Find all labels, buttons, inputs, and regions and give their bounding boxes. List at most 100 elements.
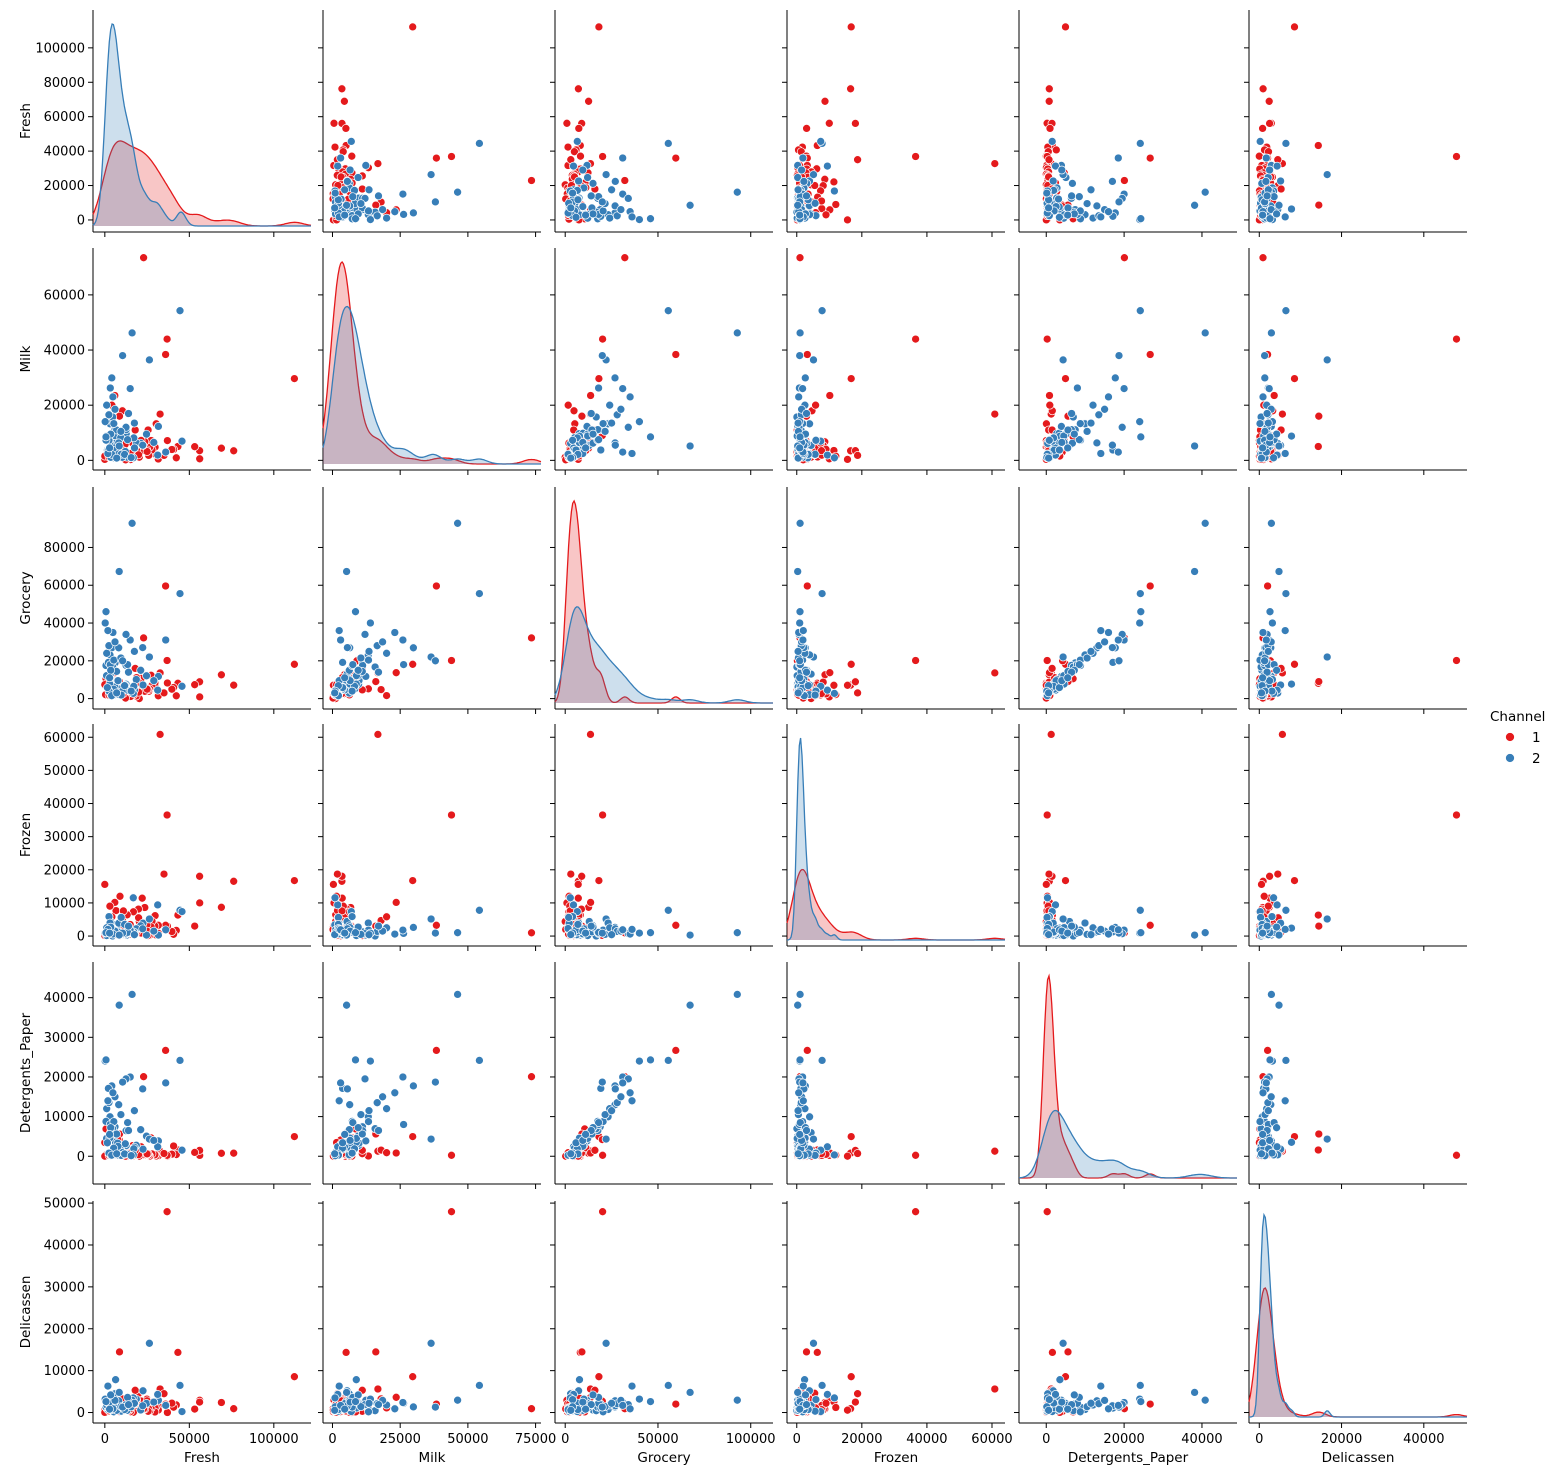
point-channel-2	[811, 1395, 821, 1404]
point-channel-2	[382, 648, 391, 658]
point-channel-1	[371, 677, 381, 686]
point-channel-2	[426, 1338, 436, 1348]
x-tick-label: 0	[328, 1432, 336, 1447]
point-channel-1	[1061, 374, 1070, 383]
y-tick-label: 40000	[44, 991, 85, 1006]
point-channel-1	[341, 124, 351, 133]
point-channel-2	[586, 191, 596, 201]
point-channel-2	[356, 653, 366, 663]
y-tick-label: 60000	[44, 579, 85, 594]
panel-Milk-vs-Frozen	[782, 248, 1005, 475]
point-channel-2	[353, 1123, 363, 1133]
point-channel-2	[364, 206, 373, 216]
panel-Milk-vs-Grocery	[550, 248, 773, 475]
point-channel-2	[799, 177, 809, 186]
point-channel-2	[1266, 1092, 1276, 1102]
y-axis-label: Fresh	[18, 103, 34, 139]
point-channel-2	[177, 907, 187, 916]
point-channel-2	[138, 1084, 148, 1094]
panel-Delicassen-vs-Milk: 0 25000 50000 75000 Milk	[318, 1201, 556, 1466]
point-channel-1	[1314, 921, 1324, 931]
point-channel-2	[120, 1139, 130, 1149]
point-channel-2	[663, 905, 673, 915]
point-channel-2	[153, 685, 163, 695]
point-channel-1	[1452, 810, 1461, 820]
point-channel-2	[120, 681, 129, 691]
point-channel-2	[112, 688, 122, 698]
point-channel-2	[145, 914, 154, 924]
point-channel-2	[625, 1404, 635, 1414]
point-channel-2	[627, 1381, 637, 1391]
point-channel-2	[1258, 673, 1267, 683]
point-channel-2	[475, 1056, 484, 1065]
point-channel-1	[1045, 400, 1055, 410]
point-channel-2	[136, 665, 146, 675]
point-channel-2	[635, 928, 644, 938]
y-tick-label: 30000	[44, 830, 85, 845]
point-channel-1	[139, 253, 148, 263]
pairplot-grid: 020000400006000080000100000Fresh02000040…	[18, 10, 1468, 1466]
point-channel-1	[1290, 374, 1299, 383]
point-channel-2	[1113, 447, 1123, 457]
point-channel-1	[1145, 350, 1155, 359]
point-channel-1	[527, 1404, 536, 1414]
point-channel-2	[1322, 170, 1332, 179]
point-channel-2	[161, 447, 171, 457]
point-channel-2	[1063, 203, 1073, 213]
point-channel-2	[793, 1149, 803, 1159]
point-channel-1	[169, 1141, 178, 1151]
point-channel-2	[663, 306, 673, 316]
point-channel-2	[336, 1078, 345, 1088]
point-channel-2	[1265, 214, 1275, 224]
point-channel-2	[597, 351, 607, 360]
point-channel-2	[1258, 628, 1268, 637]
point-channel-2	[334, 1381, 344, 1391]
point-channel-2	[1096, 626, 1106, 635]
point-channel-1	[573, 893, 583, 903]
point-channel-2	[793, 688, 803, 698]
point-channel-2	[1262, 409, 1272, 418]
point-channel-2	[347, 912, 357, 921]
point-channel-2	[573, 920, 583, 929]
panel-Frozen-vs-Delicassen	[1244, 724, 1467, 951]
point-channel-2	[1043, 893, 1052, 903]
point-channel-1	[1044, 869, 1054, 879]
panel-Frozen-vs-Frozen	[782, 724, 1006, 951]
point-channel-2	[177, 681, 187, 691]
point-channel-2	[340, 185, 350, 195]
point-channel-2	[330, 1393, 340, 1403]
point-channel-1	[527, 633, 536, 643]
x-tick-label: 0	[561, 1432, 569, 1447]
point-channel-2	[130, 443, 139, 453]
point-channel-2	[1044, 1405, 1053, 1415]
point-channel-2	[330, 188, 340, 198]
panel-Milk-vs-Delicassen	[1244, 248, 1467, 475]
point-channel-2	[130, 418, 139, 428]
point-channel-2	[618, 384, 628, 393]
point-channel-2	[105, 1404, 114, 1414]
point-channel-1	[843, 680, 852, 690]
point-channel-2	[353, 665, 363, 675]
point-channel-2	[114, 1000, 124, 1010]
point-channel-1	[1042, 1207, 1052, 1217]
x-tick-label: 100000	[726, 1432, 776, 1447]
point-channel-2	[1135, 306, 1145, 316]
point-channel-1	[577, 1347, 587, 1357]
point-channel-2	[409, 923, 418, 932]
point-channel-1	[341, 1348, 351, 1357]
point-channel-1	[162, 810, 172, 820]
legend-title: Channel	[1490, 709, 1545, 725]
point-channel-2	[1190, 930, 1199, 940]
point-channel-2	[1258, 1130, 1267, 1139]
point-channel-2	[342, 567, 351, 576]
y-tick-label: 0	[77, 1406, 85, 1421]
point-channel-1	[163, 1408, 172, 1417]
kde-fill-channel-2	[1019, 1110, 1237, 1178]
point-channel-1	[594, 22, 604, 32]
point-channel-2	[1108, 177, 1117, 186]
point-channel-1	[195, 454, 205, 464]
x-tick-label: 50000	[447, 1432, 488, 1447]
point-channel-1	[159, 1149, 169, 1158]
point-channel-1	[598, 1150, 607, 1160]
point-channel-1	[1145, 920, 1155, 930]
